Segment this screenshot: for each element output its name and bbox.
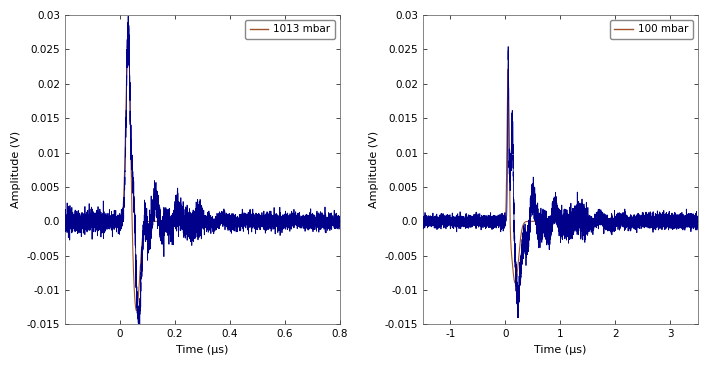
Legend: 1013 mbar: 1013 mbar	[245, 20, 335, 39]
Y-axis label: Amplitude (V): Amplitude (V)	[369, 131, 379, 208]
X-axis label: Time (μs): Time (μs)	[534, 345, 586, 355]
Legend: 100 mbar: 100 mbar	[610, 20, 693, 39]
Y-axis label: Amplitude (V): Amplitude (V)	[11, 131, 21, 208]
X-axis label: Time (μs): Time (μs)	[177, 345, 228, 355]
